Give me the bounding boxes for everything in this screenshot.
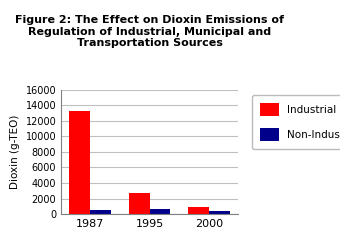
Text: Figure 2: The Effect on Dioxin Emissions of
Regulation of Industrial, Municipal : Figure 2: The Effect on Dioxin Emissions… <box>15 15 284 48</box>
Bar <box>188 207 209 214</box>
Bar <box>150 209 170 214</box>
Legend: Industrial, Non-Industrial: Industrial, Non-Industrial <box>252 95 340 149</box>
Bar <box>69 111 90 214</box>
Bar <box>209 211 230 214</box>
Bar <box>90 210 111 214</box>
Bar <box>129 193 150 214</box>
Y-axis label: Dioxin (g-TEO): Dioxin (g-TEO) <box>10 115 20 189</box>
